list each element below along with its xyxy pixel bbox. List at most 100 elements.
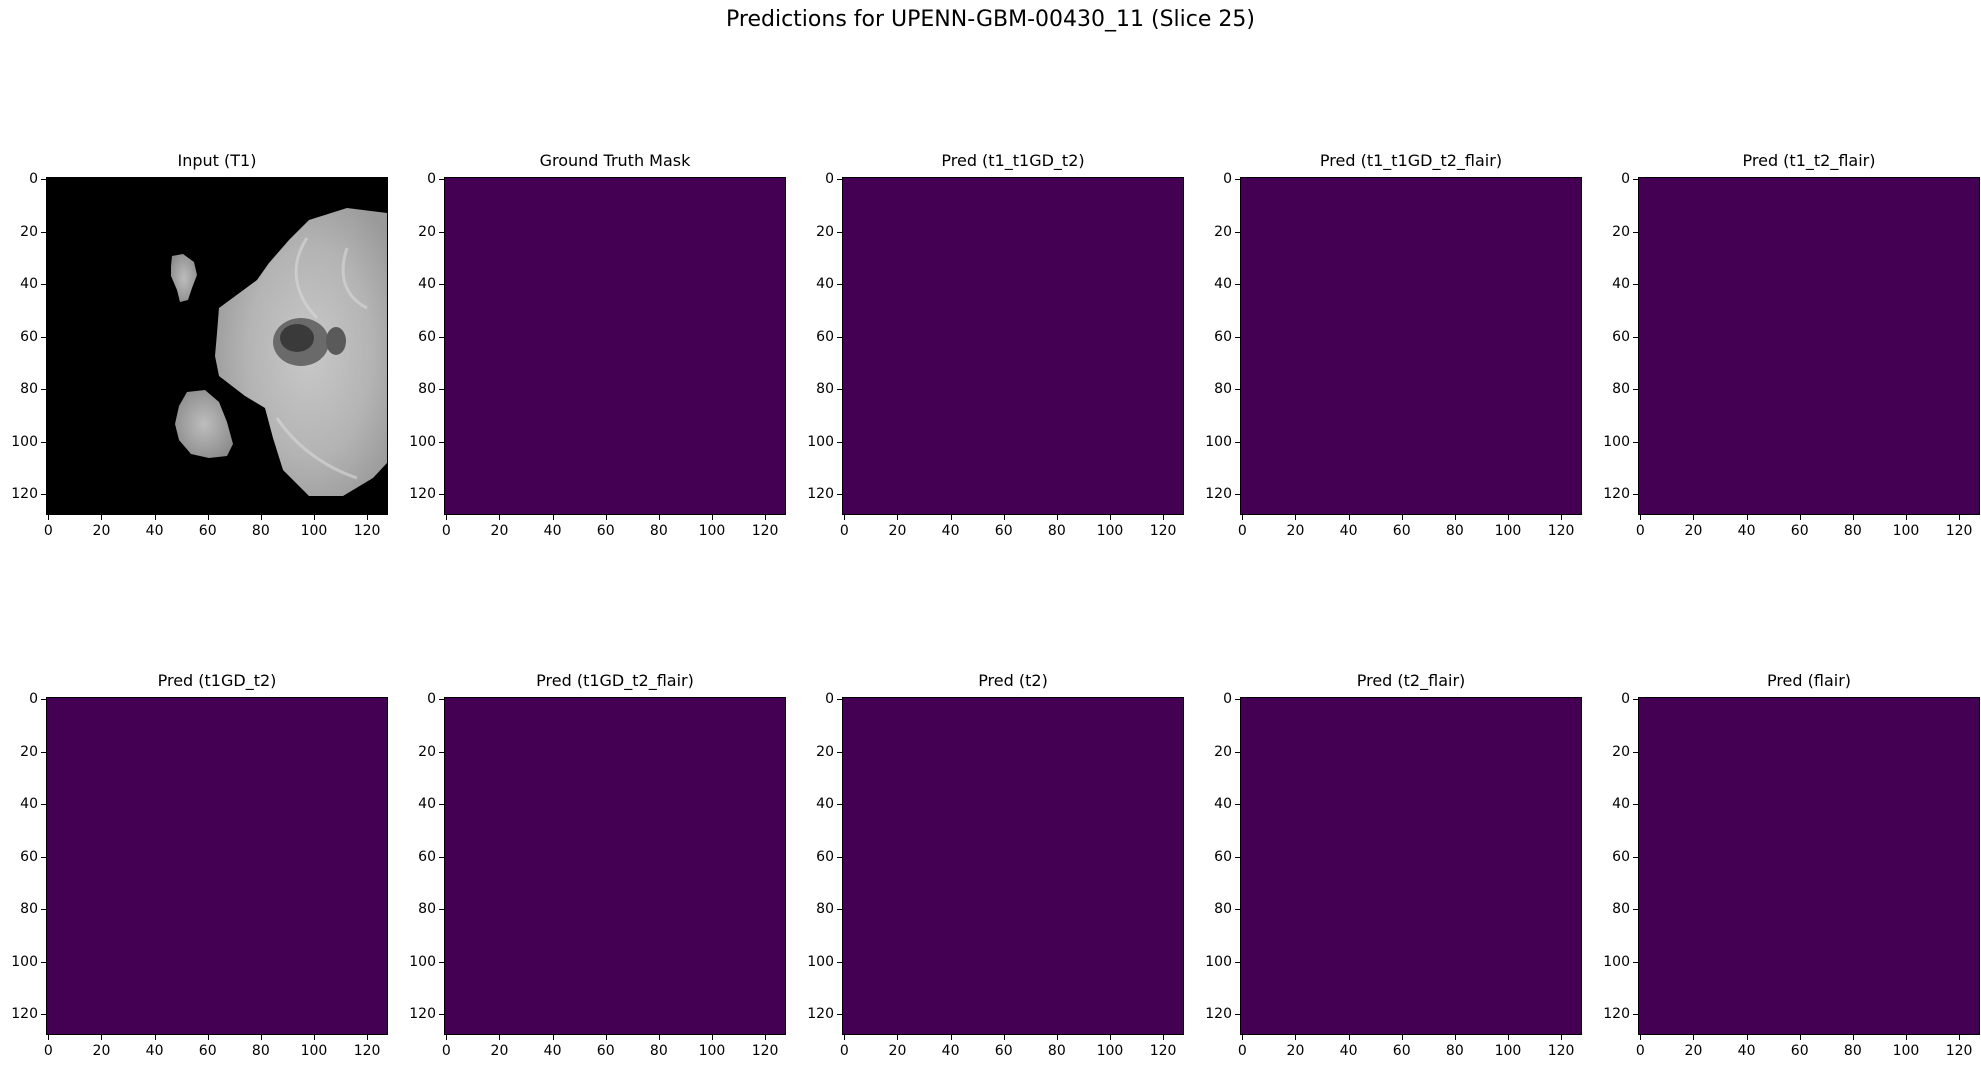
x-tick-label: 100 (698, 1043, 726, 1059)
y-tick-mark (1633, 961, 1638, 963)
x-tick-mark (897, 1035, 899, 1040)
subplot-title: Input (T1) (177, 151, 257, 170)
x-tick-label: 60 (1790, 1043, 1809, 1059)
x-tick-mark (1799, 515, 1801, 520)
mask-fill (1639, 178, 1979, 514)
y-tick-label: 80 (20, 901, 38, 918)
x-tick-label: 40 (941, 523, 960, 539)
x-tick-label: 40 (1737, 1043, 1756, 1059)
x-tick-label: 60 (596, 1043, 615, 1059)
y-tick-mark (439, 856, 444, 858)
y-tick-mark (837, 856, 842, 858)
x-tick-mark (207, 1035, 209, 1040)
x-tick-mark (1507, 1035, 1509, 1040)
subplot-panel: Pred (t1GD_t2_flair) 0 20 40 60 80 100 120 0 20 40… (409, 671, 786, 1059)
x-tick-mark (711, 515, 713, 520)
x-tick-label: 100 (1892, 1043, 1920, 1059)
y-tick-mark (439, 231, 444, 233)
x-tick-mark (1401, 515, 1403, 520)
y-tick-mark (1235, 856, 1240, 858)
y-tick-mark (837, 494, 842, 496)
x-tick-mark (1056, 515, 1058, 520)
y-tick-mark (1633, 856, 1638, 858)
x-tick-mark (1693, 515, 1695, 520)
y-tick-mark (1235, 389, 1240, 391)
y-tick-mark (41, 441, 46, 443)
y-tick-mark (1235, 336, 1240, 338)
x-tick-label: 0 (1635, 523, 1645, 539)
y-tick-label: 100 (409, 953, 436, 970)
x-tick-mark (897, 515, 899, 520)
x-tick-mark (1109, 515, 1111, 520)
subplot-panel: Pred (t1_t1GD_t2_flair) 0 20 40 60 80 100 120 0 2… (1205, 151, 1582, 539)
x-tick-label: 120 (353, 523, 381, 539)
y-tick-label: 40 (418, 276, 436, 293)
x-tick-mark (1905, 1035, 1907, 1040)
x-tick-mark (1295, 515, 1297, 520)
x-tick-label: 0 (839, 523, 849, 539)
x-tick-mark (1003, 515, 1005, 520)
y-tick-mark (1235, 179, 1240, 181)
x-tick-label: 60 (198, 1043, 217, 1059)
x-tick-mark (446, 1035, 448, 1040)
x-tick-mark (367, 515, 369, 520)
y-tick-label: 60 (1214, 328, 1232, 345)
y-tick-mark (1633, 284, 1638, 286)
y-tick-mark (837, 961, 842, 963)
segmentation-mask (842, 177, 1184, 515)
x-tick-label: 80 (1843, 1043, 1862, 1059)
y-tick-label: 60 (20, 328, 38, 345)
y-tick-label: 100 (11, 953, 38, 970)
x-tick-mark (1852, 1035, 1854, 1040)
y-tick-label: 120 (1603, 1006, 1630, 1023)
y-tick-mark (439, 699, 444, 701)
lower-blob (175, 390, 233, 458)
x-tick-label: 80 (251, 1043, 270, 1059)
y-tick-label: 40 (1214, 276, 1232, 293)
x-tick-label: 100 (1096, 523, 1124, 539)
x-tick-label: 40 (1737, 523, 1756, 539)
y-tick-label: 80 (1612, 381, 1630, 398)
x-tick-label: 20 (1286, 1043, 1305, 1059)
mask-fill (843, 698, 1183, 1034)
x-tick-label: 80 (251, 523, 270, 539)
y-tick-label: 100 (1603, 433, 1630, 450)
y-tick-label: 120 (11, 1006, 38, 1023)
x-tick-mark (1348, 1035, 1350, 1040)
y-tick-mark (1633, 389, 1638, 391)
y-tick-mark (439, 751, 444, 753)
mask-fill (1241, 698, 1581, 1034)
y-tick-label: 0 (1223, 691, 1232, 708)
y-tick-mark (41, 284, 46, 286)
x-tick-mark (1959, 1035, 1961, 1040)
x-tick-mark (1401, 1035, 1403, 1040)
x-tick-label: 20 (1286, 523, 1305, 539)
y-tick-label: 60 (816, 328, 834, 345)
y-tick-mark (41, 231, 46, 233)
x-tick-label: 40 (543, 1043, 562, 1059)
x-tick-label: 20 (888, 523, 907, 539)
x-tick-label: 120 (1149, 523, 1177, 539)
x-tick-label: 100 (300, 523, 328, 539)
y-tick-label: 120 (409, 1006, 436, 1023)
x-tick-mark (1693, 1035, 1695, 1040)
x-tick-label: 0 (839, 1043, 849, 1059)
x-tick-label: 40 (1339, 1043, 1358, 1059)
subplot-panel: Pred (t2) 0 20 40 60 80 100 120 0 20 40 60 80 100 120 (807, 671, 1184, 1059)
x-tick-mark (1640, 1035, 1642, 1040)
y-tick-mark (41, 389, 46, 391)
y-tick-mark (1235, 231, 1240, 233)
small-blob (171, 254, 197, 302)
y-tick-mark (41, 336, 46, 338)
y-tick-mark (439, 961, 444, 963)
y-tick-label: 20 (816, 743, 834, 760)
y-tick-label: 0 (29, 171, 38, 188)
subplot-panel: Input (T1) 0 20 40 60 80 100 120 0 20 40 60 80 100 120 (11, 151, 388, 539)
y-tick-mark (439, 179, 444, 181)
y-tick-mark (41, 856, 46, 858)
y-tick-label: 60 (1612, 328, 1630, 345)
subplot-panel: Pred (t2_flair) 0 20 40 60 80 100 120 0 20 40 60 80 1… (1205, 671, 1582, 1059)
y-tick-mark (41, 494, 46, 496)
y-tick-label: 60 (418, 848, 436, 865)
x-tick-mark (1242, 515, 1244, 520)
